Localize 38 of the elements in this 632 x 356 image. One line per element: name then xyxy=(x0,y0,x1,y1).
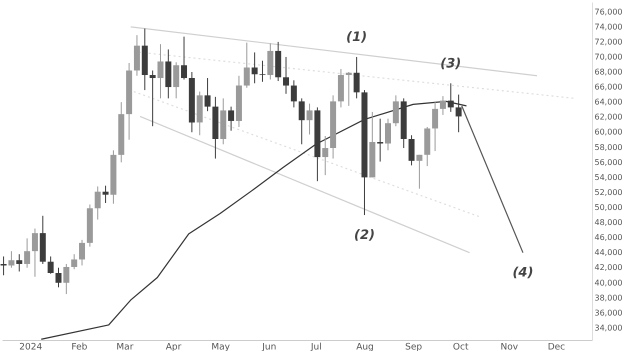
x-tick-label: Nov xyxy=(500,342,519,352)
y-tick-label: 48,000 xyxy=(594,218,622,228)
y-tick-label: 64,000 xyxy=(594,98,622,107)
y-tick-label: 46,000 xyxy=(594,233,622,242)
x-tick-label: 2024 xyxy=(19,342,42,352)
x-tick-label: Jul xyxy=(310,342,322,352)
y-tick-label: 50,000 xyxy=(594,203,622,212)
y-tick-label: 70,000 xyxy=(594,52,622,62)
y-tick-label: 56,000 xyxy=(594,158,622,167)
y-tick-label: 74,000 xyxy=(594,22,622,32)
y-tick-label: 36,000 xyxy=(594,308,622,318)
annotation: (2) xyxy=(354,228,375,244)
x-tick-label: Jun xyxy=(261,342,276,352)
y-tick-label: 68,000 xyxy=(594,68,622,77)
x-tick-label: Mar xyxy=(116,342,134,352)
x-tick-label: Dec xyxy=(548,342,566,352)
y-tick-label: 76,000 xyxy=(594,7,622,16)
y-tick-label: 62,000 xyxy=(594,112,622,122)
annotation: (1) xyxy=(346,30,368,45)
annotation: (3) xyxy=(440,56,462,72)
x-tick-label: Oct xyxy=(452,342,469,352)
y-tick-label: 60,000 xyxy=(594,128,622,137)
x-tick-label: Sep xyxy=(405,342,422,352)
y-tick-label: 40,000 xyxy=(594,278,622,288)
y-tick-label: 58,000 xyxy=(594,142,622,152)
y-tick-label: 34,000 xyxy=(594,323,622,332)
y-tick-label: 72,000 xyxy=(594,37,622,46)
x-tick-label: Apr xyxy=(166,342,182,352)
x-tick-label: May xyxy=(211,342,231,352)
y-tick-label: 66,000 xyxy=(594,82,622,92)
x-tick-label: Aug xyxy=(356,342,374,352)
y-tick-label: 38,000 xyxy=(594,293,622,302)
y-tick-label: 54,000 xyxy=(594,172,622,182)
y-tick-label: 44,000 xyxy=(594,248,622,258)
y-tick-label: 42,000 xyxy=(594,263,622,272)
annotation: (4) xyxy=(512,266,534,281)
x-tick-label: Feb xyxy=(71,342,88,352)
y-tick-label: 52,000 xyxy=(594,188,622,197)
